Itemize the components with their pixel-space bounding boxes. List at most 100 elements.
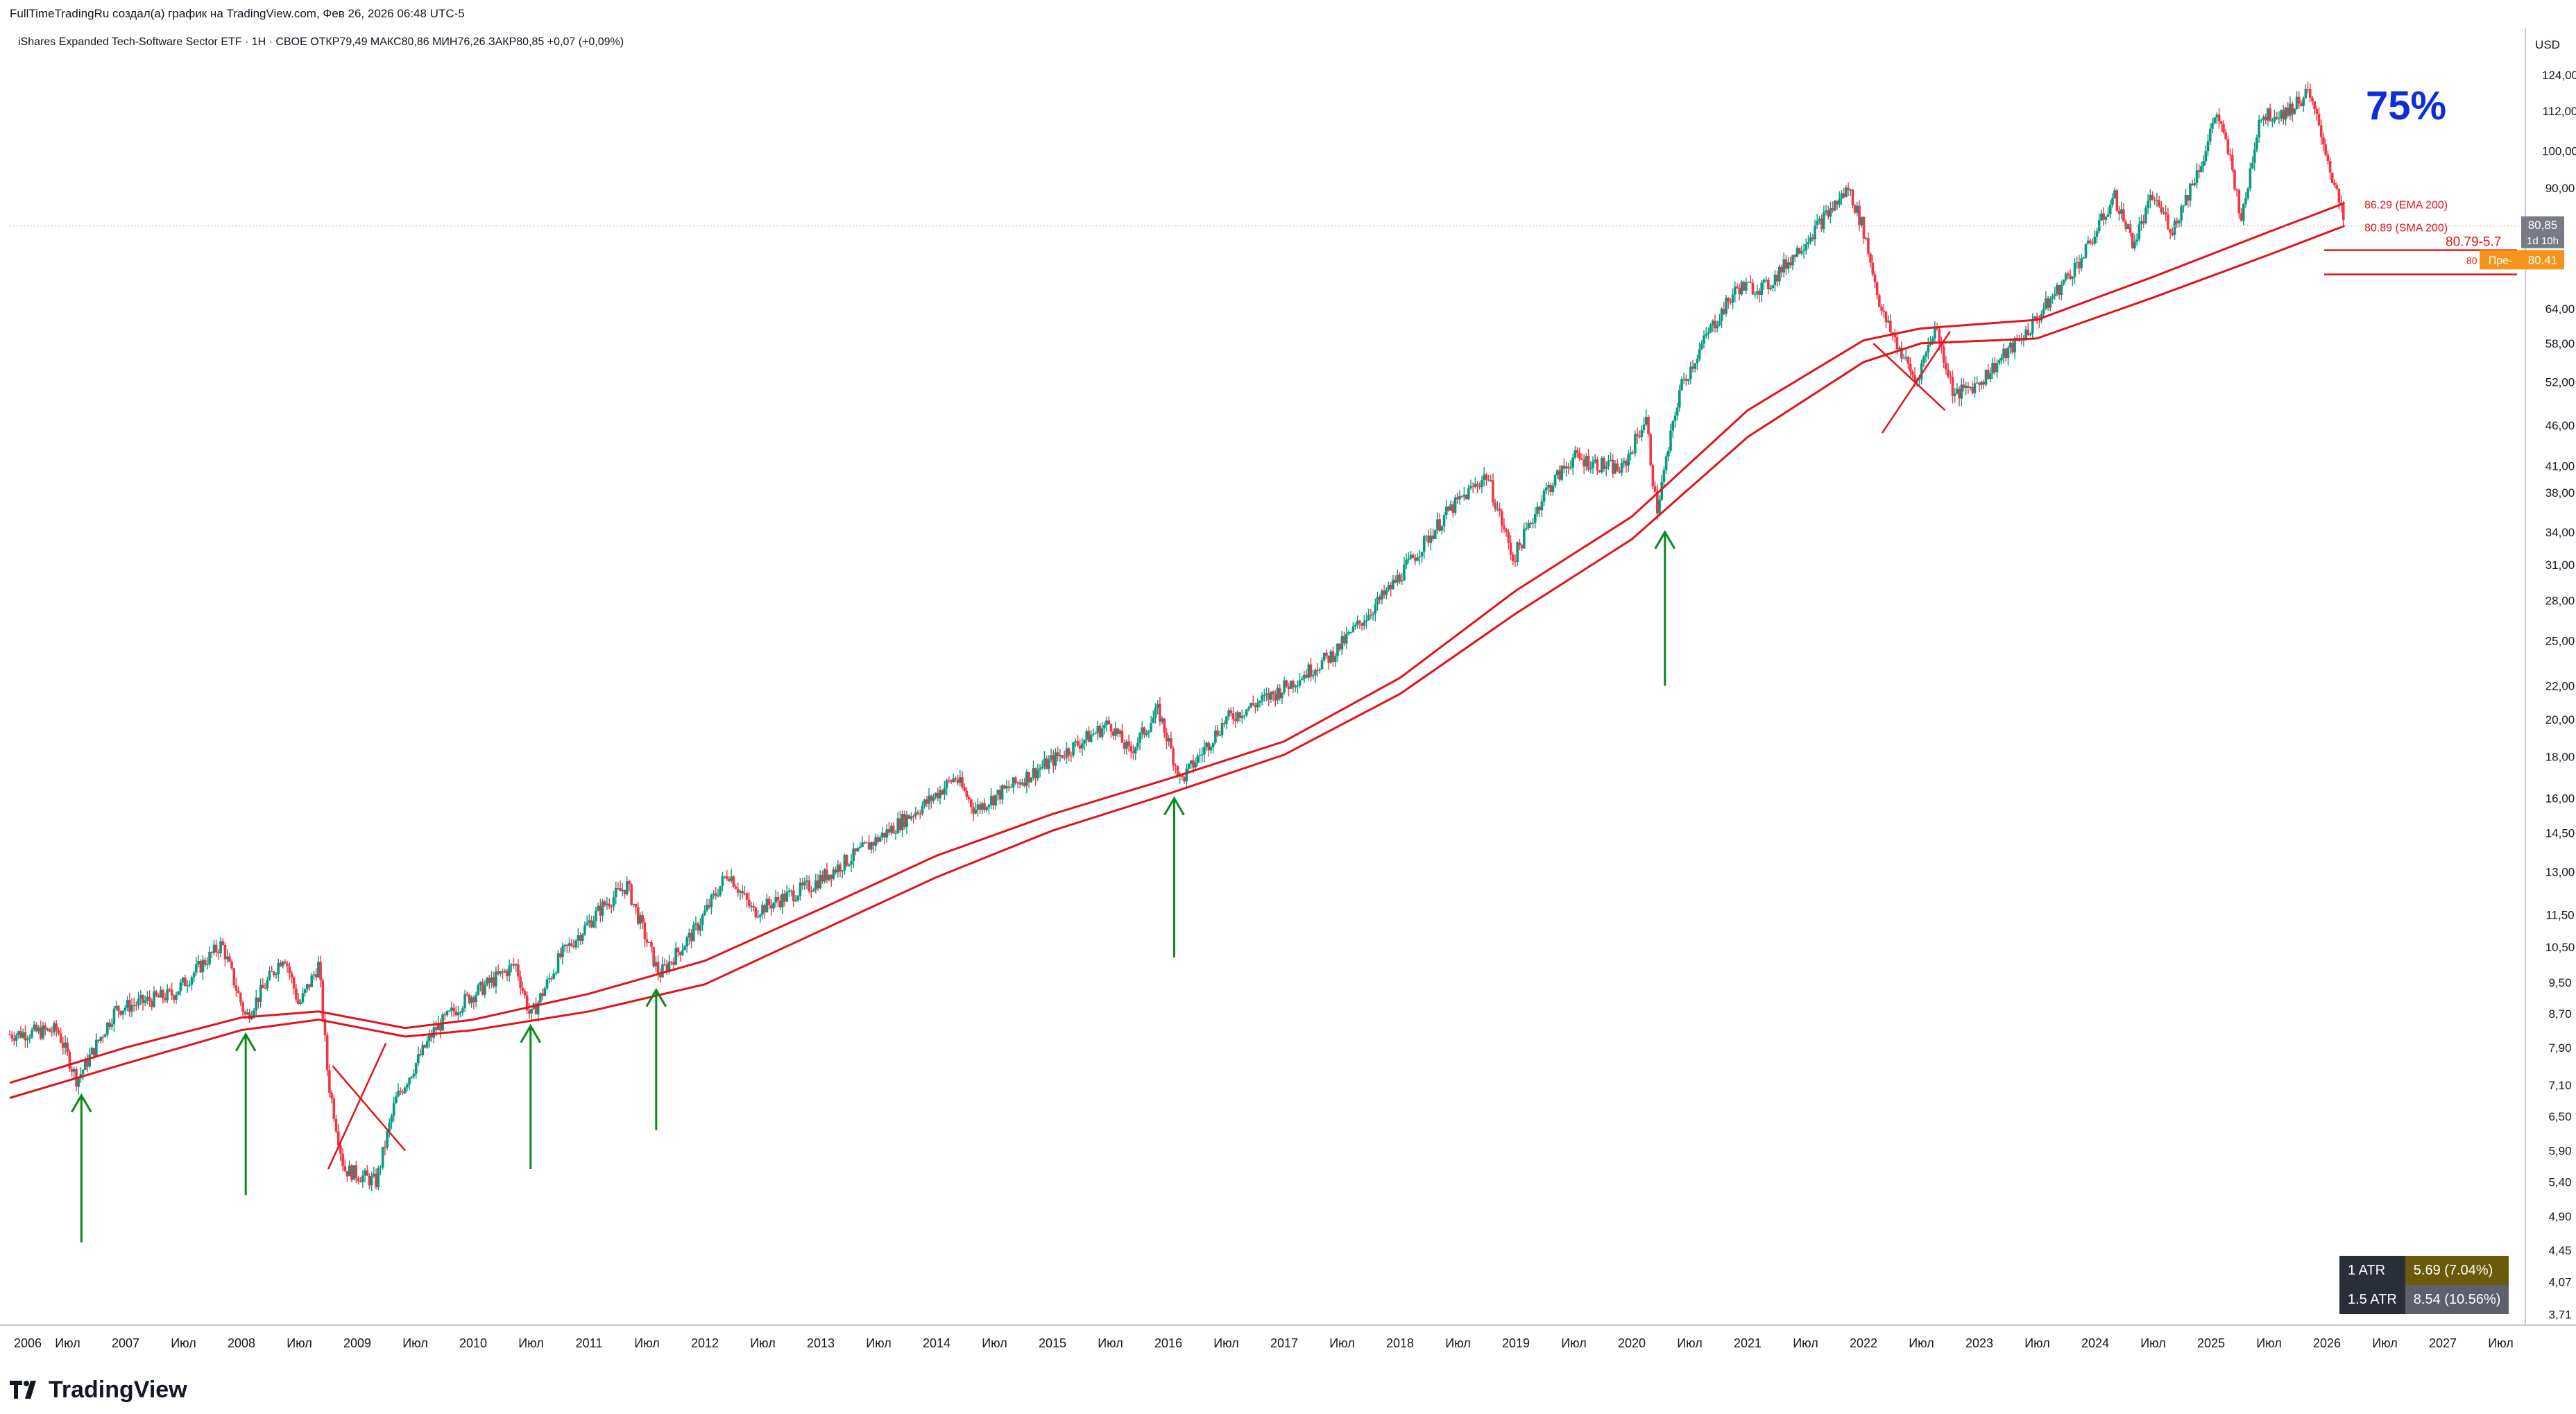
candle bbox=[1440, 525, 1444, 535]
candle bbox=[1762, 278, 1766, 290]
candle bbox=[883, 833, 886, 844]
candle bbox=[647, 942, 651, 943]
candle bbox=[856, 846, 860, 852]
candle bbox=[2119, 201, 2123, 220]
candle bbox=[48, 1028, 51, 1032]
candle bbox=[2271, 117, 2274, 128]
candle bbox=[989, 787, 993, 810]
candle bbox=[1018, 778, 1022, 789]
candle bbox=[364, 1168, 366, 1183]
x-tick-label: 2015 bbox=[1039, 1336, 1066, 1350]
candle bbox=[501, 968, 504, 980]
candle bbox=[1261, 692, 1263, 706]
x-tick-label: Июл bbox=[2024, 1336, 2050, 1350]
candle bbox=[2108, 200, 2112, 219]
candle bbox=[64, 1035, 67, 1055]
candle bbox=[1385, 587, 1388, 599]
candle bbox=[1786, 257, 1790, 273]
candle bbox=[1127, 734, 1130, 752]
candle bbox=[1111, 729, 1115, 740]
candle bbox=[1838, 191, 1841, 208]
candle bbox=[1322, 652, 1326, 663]
candle bbox=[1764, 276, 1768, 283]
candle bbox=[1039, 763, 1041, 778]
candle bbox=[2184, 189, 2187, 206]
candle bbox=[2215, 112, 2219, 124]
candle bbox=[2022, 335, 2025, 347]
y-tick-label: 31,00 bbox=[2545, 559, 2575, 572]
candle bbox=[31, 1027, 33, 1039]
candle bbox=[1751, 278, 1755, 296]
ma-line-sma-200 bbox=[9, 225, 2346, 1099]
candle bbox=[2311, 96, 2314, 105]
candle bbox=[1030, 776, 1033, 783]
candle bbox=[2171, 227, 2174, 237]
candle bbox=[685, 935, 688, 953]
candle bbox=[2286, 101, 2289, 118]
candle bbox=[439, 1018, 442, 1039]
atr-label-1: 1 ATR bbox=[2339, 1256, 2405, 1285]
candle bbox=[2255, 134, 2258, 153]
candle bbox=[741, 885, 744, 899]
range-label: 80.79-5.7 bbox=[2446, 235, 2501, 250]
candle bbox=[1016, 781, 1019, 788]
candle bbox=[1707, 327, 1710, 340]
tradingview-logo[interactable]: TradingView bbox=[10, 1372, 187, 1407]
candle bbox=[1525, 522, 1528, 531]
candle bbox=[1394, 575, 1397, 584]
candle bbox=[930, 794, 933, 809]
x-tick-label: Июл bbox=[2488, 1336, 2514, 1350]
candle bbox=[2104, 216, 2108, 225]
candle bbox=[1625, 459, 1628, 473]
candle bbox=[1476, 480, 1479, 493]
candle bbox=[1853, 204, 1857, 214]
candle bbox=[214, 940, 218, 957]
candle bbox=[1540, 495, 1544, 517]
candle bbox=[706, 898, 708, 912]
candle bbox=[1398, 572, 1401, 585]
candle bbox=[1522, 522, 1526, 550]
candle bbox=[732, 875, 735, 888]
candle bbox=[323, 1013, 327, 1042]
candle bbox=[676, 946, 680, 957]
candle bbox=[898, 810, 902, 833]
candle bbox=[2097, 213, 2101, 234]
candle bbox=[852, 842, 855, 869]
candle bbox=[1864, 236, 1868, 241]
y-tick-label: 5,90 bbox=[2548, 1144, 2571, 1157]
candle bbox=[1125, 739, 1128, 755]
candle bbox=[321, 978, 325, 1022]
candle bbox=[1433, 529, 1437, 540]
candle bbox=[1041, 760, 1044, 770]
candle bbox=[1667, 447, 1670, 462]
candle bbox=[1274, 690, 1277, 707]
candle bbox=[1189, 760, 1193, 769]
candle bbox=[536, 1000, 540, 1022]
candle bbox=[765, 893, 769, 913]
candle bbox=[2073, 258, 2076, 284]
candle bbox=[834, 866, 837, 875]
candle bbox=[466, 991, 469, 997]
candle bbox=[168, 987, 171, 993]
candle bbox=[887, 821, 891, 836]
candle bbox=[190, 975, 194, 991]
candle bbox=[423, 1044, 427, 1049]
candle bbox=[745, 891, 749, 908]
candle bbox=[1553, 473, 1557, 488]
candle bbox=[2089, 238, 2092, 246]
candle bbox=[2151, 191, 2154, 201]
candle bbox=[1673, 411, 1677, 428]
candle bbox=[699, 918, 702, 937]
candle bbox=[574, 939, 577, 950]
candle bbox=[1558, 465, 1561, 482]
candle bbox=[767, 896, 771, 910]
candle bbox=[2233, 169, 2236, 191]
candle bbox=[1793, 254, 1797, 262]
candle bbox=[1449, 500, 1452, 511]
candle bbox=[1400, 572, 1404, 585]
candle bbox=[1971, 381, 1974, 395]
cross-mark-line bbox=[1873, 342, 1946, 411]
candle bbox=[1300, 675, 1304, 681]
candle bbox=[57, 1027, 60, 1036]
